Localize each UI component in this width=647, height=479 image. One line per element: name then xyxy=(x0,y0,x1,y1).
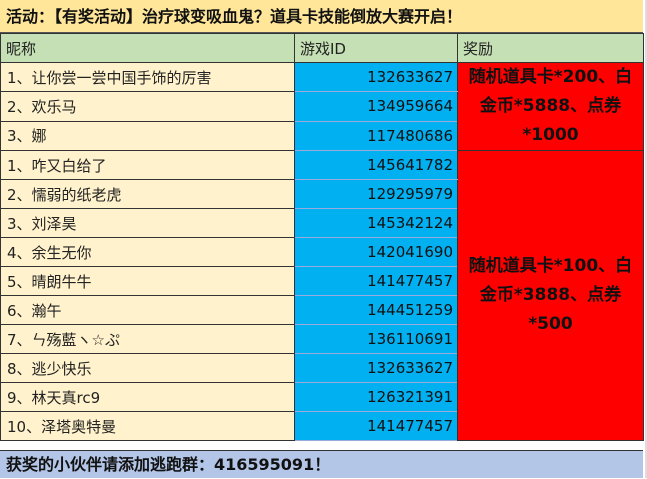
nickname-cell[interactable]: 3、刘泽昊 xyxy=(0,208,295,238)
game-id-cell[interactable]: 142041690 xyxy=(294,237,458,267)
table-row: 6、瀚午 144451259 xyxy=(0,295,644,325)
game-id-cell[interactable]: 129295979 xyxy=(294,179,458,209)
nickname-cell[interactable]: 6、瀚午 xyxy=(0,295,295,325)
game-id-cell[interactable]: 126321391 xyxy=(294,382,458,412)
nickname-cell[interactable]: 1、让你尝一尝中国手饰的厉害 xyxy=(0,61,295,93)
game-id-cell[interactable]: 132633627 xyxy=(294,61,458,93)
table-row: 5、晴朗牛牛 141477457 xyxy=(0,266,644,296)
header-reward[interactable]: 奖励 xyxy=(457,33,644,63)
table-row: 4、余生无你 142041690 xyxy=(0,237,644,267)
nickname-cell[interactable]: 2、欢乐马 xyxy=(0,91,295,122)
table-row: 10、泽塔奥特曼 141477457 xyxy=(0,411,644,441)
table-row: 3、刘泽昊 145342124 xyxy=(0,208,644,238)
table-row: 9、林天真rc9 126321391 xyxy=(0,382,644,412)
header-nickname[interactable]: 昵称 xyxy=(0,33,295,63)
winners-table: 昵称 游戏ID 奖励 1、让你尝一尝中国手饰的厉害 132633627 随机道具卡*… xyxy=(0,33,644,441)
game-id-cell[interactable]: 141477457 xyxy=(294,266,458,296)
nickname-cell[interactable]: 2、懦弱的纸老虎 xyxy=(0,179,295,209)
event-title[interactable]: 活动：【有奖活动】治疗球变吸血鬼？道具卡技能倒放大赛开启！ xyxy=(0,0,643,33)
nickname-cell[interactable]: 4、余生无你 xyxy=(0,237,295,267)
nickname-cell[interactable]: 5、晴朗牛牛 xyxy=(0,266,295,296)
header-row: 昵称 游戏ID 奖励 xyxy=(0,33,644,63)
game-id-cell[interactable]: 144451259 xyxy=(294,295,458,325)
game-id-cell[interactable]: 117480686 xyxy=(294,120,458,152)
game-id-cell[interactable]: 136110691 xyxy=(294,324,458,354)
game-id-cell[interactable]: 132633627 xyxy=(294,353,458,383)
footer-note[interactable]: 获奖的小伙伴请添加逃跑群：416595091！ xyxy=(0,450,643,478)
table-row: 1、让你尝一尝中国手饰的厉害 132633627 随机道具卡*200、白金币*588… xyxy=(0,61,644,151)
game-id-cell[interactable]: 141477457 xyxy=(294,411,458,441)
reward-cell[interactable]: 随机道具卡*100、白金币*3888、点券*500 xyxy=(457,150,644,441)
table-row: 3、娜 117480686 xyxy=(0,120,644,152)
nickname-cell[interactable]: 3、娜 xyxy=(0,120,295,152)
nickname-cell[interactable]: 1、咋又白给了 xyxy=(0,150,295,180)
table-row: 2、欢乐马 134959664 xyxy=(0,91,644,122)
table-row: 1、咋又白给了 145641782 随机道具卡*100、白金币*3888、点券*50… xyxy=(0,150,644,441)
nickname-cell[interactable]: 7、ㄣ殇藍ヽ☆ぷ xyxy=(0,324,295,354)
game-id-cell[interactable]: 145342124 xyxy=(294,208,458,238)
reward-cell[interactable]: 随机道具卡*200、白金币*5888、点券*1000 xyxy=(457,62,644,151)
nickname-cell[interactable]: 9、林天真rc9 xyxy=(0,382,295,412)
header-game-id[interactable]: 游戏ID xyxy=(294,33,458,63)
table-row: 2、懦弱的纸老虎 129295979 xyxy=(0,179,644,209)
nickname-cell[interactable]: 10、泽塔奥特曼 xyxy=(0,411,295,441)
game-id-cell[interactable]: 134959664 xyxy=(294,91,458,122)
table-row: 7、ㄣ殇藍ヽ☆ぷ 136110691 xyxy=(0,324,644,354)
nickname-cell[interactable]: 8、逃少快乐 xyxy=(0,353,295,383)
game-id-cell[interactable]: 145641782 xyxy=(294,150,458,180)
